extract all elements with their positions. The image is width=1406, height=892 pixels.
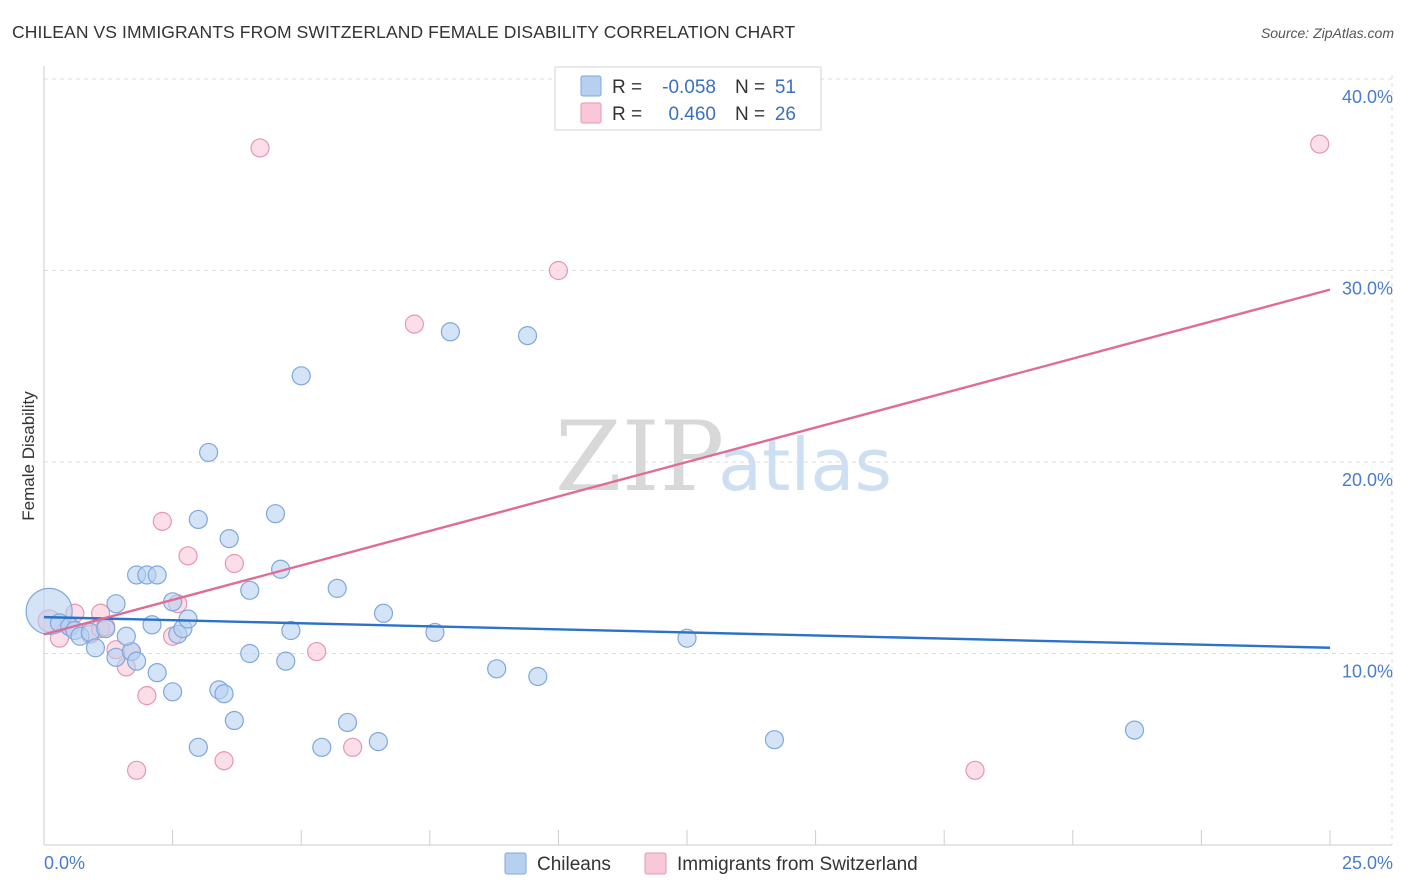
point-immigrants-switzerland	[250, 138, 270, 158]
point-chileans	[147, 565, 167, 585]
point-chileans	[214, 684, 234, 704]
point-immigrants-switzerland	[224, 553, 244, 574]
legend-r-label-chileans: R =	[612, 77, 642, 98]
point-chileans	[106, 594, 126, 614]
bottom-legend-swatch-chileans	[504, 852, 527, 875]
point-chileans	[240, 643, 260, 664]
bottom-legend: Chileans Immigrants from Switzerland	[504, 852, 918, 875]
legend-r-value-chileans: -0.058	[662, 77, 716, 98]
point-chileans	[126, 651, 147, 671]
point-chileans	[163, 682, 183, 702]
point-immigrants-switzerland	[404, 314, 424, 334]
point-chileans	[764, 730, 785, 750]
x-tick-label: 0.0%	[44, 853, 85, 873]
point-chileans	[240, 580, 260, 600]
trend-line-chileans	[43, 615, 1331, 649]
tick-labels: 10.0% 20.0% 30.0% 40.0% 0.0% 25.0%	[44, 87, 1393, 873]
y-tick-label: 10.0%	[1342, 662, 1393, 682]
point-immigrants-switzerland	[137, 686, 157, 706]
point-chileans	[291, 366, 311, 386]
source-label: Source: ZipAtlas.com	[1260, 25, 1394, 41]
point-chileans	[188, 509, 208, 530]
point-chileans	[487, 659, 507, 679]
point-immigrants-switzerland	[548, 260, 569, 281]
bottom-legend-swatch-immigrants	[644, 852, 667, 875]
bottom-legend-label-immigrants: Immigrants from Switzerland	[677, 854, 918, 875]
point-chileans	[312, 737, 332, 757]
legend-r-value-immigrants: 0.460	[668, 104, 716, 125]
trend-line-immigrants-switzerland	[43, 288, 1331, 636]
point-chileans	[373, 603, 394, 623]
y-tick-label: 40.0%	[1342, 87, 1393, 107]
legend-n-value-immigrants: 26	[775, 104, 796, 125]
trend-lines	[43, 288, 1331, 649]
point-chileans	[528, 666, 548, 687]
point-chileans	[147, 663, 167, 683]
chart-title: CHILEAN VS IMMIGRANTS FROM SWITZERLAND F…	[12, 22, 796, 42]
x-tick-label: 25.0%	[1342, 853, 1393, 873]
grid-lines	[44, 75, 1393, 845]
legend-n-value-chileans: 51	[775, 77, 796, 98]
point-immigrants-switzerland	[214, 751, 234, 771]
legend-n-label-immigrants: N =	[735, 104, 765, 125]
point-chileans	[199, 442, 219, 463]
point-chileans	[96, 619, 116, 639]
point-chileans	[224, 710, 244, 731]
point-chileans	[1124, 720, 1145, 740]
point-chileans	[276, 651, 296, 671]
point-immigrants-switzerland	[178, 546, 198, 566]
axes	[43, 66, 1392, 846]
legend-n-label-chileans: N =	[735, 77, 765, 98]
legend-box: R = -0.058 N = 51 R = 0.460 N = 26	[554, 66, 822, 131]
point-immigrants-switzerland	[1310, 134, 1330, 154]
point-chileans	[219, 528, 239, 549]
point-immigrants-switzerland	[152, 511, 172, 531]
point-immigrants-switzerland	[965, 760, 985, 780]
y-tick-label: 30.0%	[1342, 279, 1393, 299]
point-chileans	[337, 712, 358, 733]
point-chileans	[116, 626, 136, 646]
point-immigrants-switzerland	[343, 737, 363, 757]
point-chileans	[368, 731, 388, 752]
watermark-zip: ZIP	[555, 401, 724, 513]
watermark-atlas: atlas	[718, 423, 892, 507]
legend-r-label-immigrants: R =	[612, 104, 642, 125]
points-chileans	[25, 322, 1145, 757]
point-chileans	[265, 504, 286, 524]
y-tick-label: 20.0%	[1342, 470, 1393, 490]
point-immigrants-switzerland	[307, 641, 327, 662]
point-immigrants-switzerland	[126, 760, 147, 780]
point-chileans	[188, 737, 208, 757]
y-axis-label: Female Disability	[19, 391, 38, 521]
point-chileans	[178, 609, 198, 629]
point-chileans	[425, 622, 445, 643]
point-chileans	[281, 620, 301, 641]
legend-swatch-immigrants	[580, 102, 602, 124]
bottom-legend-label-chileans: Chileans	[537, 854, 611, 875]
point-chileans	[327, 578, 347, 598]
point-chileans	[517, 326, 538, 346]
legend-swatch-chileans	[580, 75, 602, 97]
point-chileans	[85, 638, 106, 658]
point-chileans	[440, 322, 460, 342]
